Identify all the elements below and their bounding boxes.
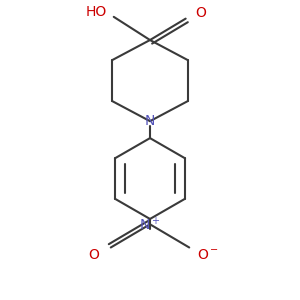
Text: N: N [145,114,155,128]
Text: N$^+$: N$^+$ [139,216,161,233]
Text: O$^-$: O$^-$ [197,248,219,262]
Text: O: O [88,248,99,262]
Text: O: O [196,6,207,20]
Text: HO: HO [85,5,106,19]
